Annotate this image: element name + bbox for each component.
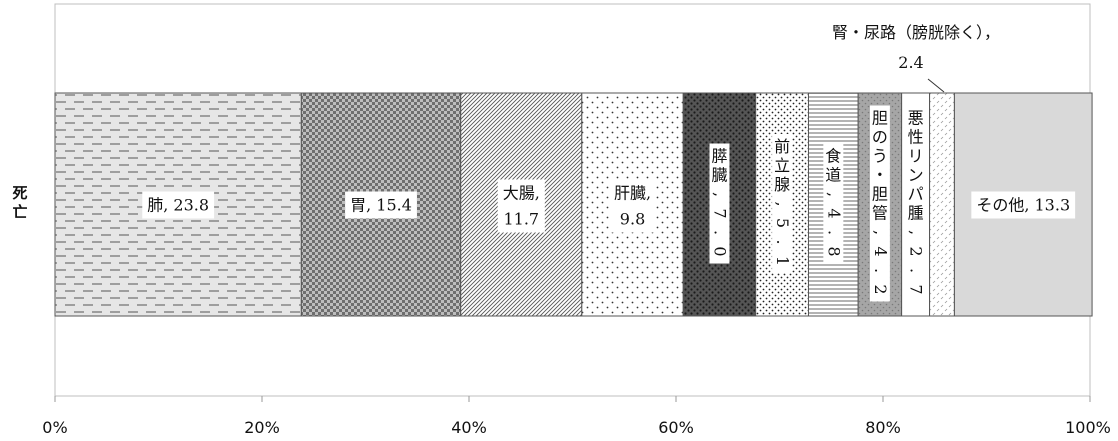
svg-text:2.4: 2.4 <box>898 53 923 72</box>
category-label: 死 <box>12 184 27 202</box>
svg-text:胃, 15.4: 胃, 15.4 <box>350 196 412 215</box>
svg-text:腫: 腫 <box>908 204 924 223</box>
svg-text:4: 4 <box>824 208 843 218</box>
svg-text:.: . <box>773 239 792 244</box>
svg-text:11.7: 11.7 <box>503 210 539 229</box>
svg-text:性: 性 <box>908 128 924 147</box>
segment-label-1: 胃, 15.4 <box>345 191 417 219</box>
svg-text:0: 0 <box>710 246 729 256</box>
tick-label-3: 60% <box>658 418 694 437</box>
svg-text:悪: 悪 <box>908 109 924 128</box>
svg-text:臓: 臓 <box>711 166 727 185</box>
svg-text:肝臓,: 肝臓, <box>614 184 651 203</box>
svg-text:2: 2 <box>907 246 926 256</box>
svg-text:,: , <box>773 201 792 206</box>
svg-text:.: . <box>907 268 926 273</box>
segment-label-3: 肝臓, 9.8 <box>608 179 657 233</box>
svg-text:1: 1 <box>773 256 792 266</box>
bar-segment-8 <box>901 92 931 317</box>
tick-label-5: 100% <box>1065 418 1111 437</box>
svg-text:,: , <box>871 230 890 235</box>
svg-text:.: . <box>710 230 729 235</box>
svg-text:ン: ン <box>908 166 924 185</box>
svg-text:腎・尿路（膀胱除く），: 腎・尿路（膀胱除く）， <box>832 23 1000 42</box>
category-label-2: 亡 <box>12 203 27 221</box>
svg-text:食: 食 <box>825 147 841 166</box>
svg-text:パ: パ <box>908 185 924 204</box>
svg-text:管: 管 <box>872 204 888 223</box>
svg-text:2: 2 <box>871 284 890 294</box>
svg-text:7: 7 <box>907 284 926 294</box>
svg-text:の: の <box>872 128 888 147</box>
svg-text:腺: 腺 <box>774 175 790 194</box>
x-axis-ticks: 0% 20% 40% 60% 80% 100% <box>42 396 1111 437</box>
segment-label-7: 胆のう・胆管,4.2 <box>869 105 890 302</box>
svg-text:,: , <box>710 192 729 197</box>
svg-text:う: う <box>872 147 888 166</box>
svg-text:.: . <box>824 230 843 235</box>
svg-text:その他, 13.3: その他, 13.3 <box>976 196 1070 215</box>
svg-text:リ: リ <box>908 147 924 166</box>
segment-label-4: 膵臓, 7. 0 <box>709 143 730 264</box>
svg-text:8: 8 <box>824 246 843 256</box>
segment-label-6: 食道, 4. 8 <box>823 143 844 264</box>
svg-text:肺, 23.8: 肺, 23.8 <box>147 196 209 215</box>
svg-text:胆: 胆 <box>872 185 888 204</box>
svg-text:7: 7 <box>710 208 729 218</box>
svg-text:,: , <box>824 192 843 197</box>
svg-text:.: . <box>871 268 890 273</box>
segment-label-0: 肺, 23.8 <box>142 191 215 219</box>
svg-text:膵: 膵 <box>711 147 727 166</box>
segment-labels: 肺, 23.8 胃, 15.4 大腸, 11.7 肝臓, 9.8 膵臓, 7. 0 前立腺, 5. 1… <box>142 23 1076 302</box>
tick-label-0: 0% <box>42 418 67 437</box>
segment-label-10: その他, 13.3 <box>971 191 1076 219</box>
svg-text:4: 4 <box>871 246 890 256</box>
svg-text:,: , <box>907 230 926 235</box>
tick-label-1: 20% <box>244 418 280 437</box>
svg-text:立: 立 <box>774 156 790 175</box>
bar-segment-9 <box>929 92 955 317</box>
svg-text:5: 5 <box>773 218 792 228</box>
svg-text:・: ・ <box>872 166 888 185</box>
segment-label-9: 腎・尿路（膀胱除く）， 2.4 <box>832 23 1000 93</box>
bar-segment-6 <box>807 92 859 317</box>
svg-text:9.8: 9.8 <box>620 210 645 229</box>
tick-label-4: 80% <box>865 418 901 437</box>
segment-label-5: 前立腺, 5. 1 <box>772 134 793 273</box>
svg-text:大腸,: 大腸, <box>503 184 540 203</box>
segment-label-2: 大腸, 11.7 <box>497 179 545 233</box>
tick-label-2: 40% <box>451 418 487 437</box>
svg-text:前: 前 <box>774 137 790 156</box>
svg-text:道: 道 <box>825 166 841 185</box>
svg-text:胆: 胆 <box>872 109 888 128</box>
